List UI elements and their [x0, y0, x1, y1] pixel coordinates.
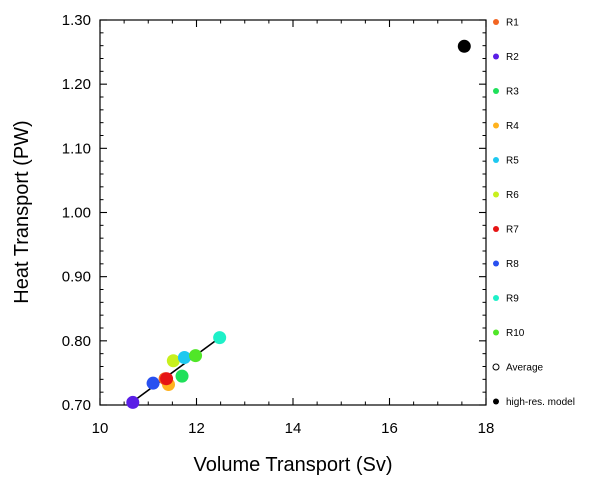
x-axis-title: Volume Transport (Sv)	[194, 454, 393, 476]
plot-area-frame	[99, 19, 487, 406]
legend-marker-r6	[493, 191, 499, 198]
y-axis-title: Heat Transport (PW)	[11, 120, 33, 303]
point-r9	[213, 331, 227, 345]
legend-label-r5: R5	[506, 156, 519, 167]
legend-label-r9: R9	[506, 294, 519, 305]
x-tick-label: 10	[92, 420, 109, 437]
fit-line-group	[129, 336, 222, 405]
legend-label-r10: R10	[506, 328, 525, 339]
y-tick-label: 0.70	[62, 397, 91, 414]
point-r6	[166, 354, 180, 368]
legend-marker-r9	[493, 295, 499, 301]
y-tick-label: 1.20	[62, 76, 91, 93]
data-points	[126, 39, 471, 409]
point-high-res-model	[457, 39, 471, 53]
legend-marker-r1	[493, 19, 499, 25]
legend-marker-r3	[493, 88, 499, 94]
legend-label-r4: R4	[506, 121, 519, 132]
regression-line	[129, 336, 222, 405]
point-r8	[146, 376, 160, 390]
legend-marker-r4	[493, 122, 499, 129]
y-tick-label: 0.90	[62, 269, 91, 286]
axis-ticks	[99, 19, 487, 406]
legend-marker-r2	[493, 53, 499, 60]
legend-marker-average	[492, 363, 500, 371]
legend-label-r2: R2	[506, 52, 519, 63]
y-tick-label: 0.80	[62, 333, 91, 350]
point-r5	[177, 351, 191, 365]
legend-label-r3: R3	[506, 87, 519, 98]
legend-marker-r5	[493, 157, 499, 163]
legend-label-high-res-model: high-res. model	[506, 397, 575, 408]
x-tick-label: 14	[285, 420, 302, 437]
legend-marker-r7	[493, 226, 499, 232]
point-r7	[160, 372, 174, 386]
y-tick-label: 1.30	[62, 12, 91, 29]
x-tick-label: 16	[381, 420, 398, 437]
legend: R1 R2 R3 R4 R5 R6 R7 R8 R9 R10 Average high-res. mo…	[492, 18, 575, 408]
point-r3	[175, 369, 189, 383]
point-r2	[126, 395, 140, 409]
x-tick-label: 12	[188, 420, 205, 437]
legend-marker-r10	[493, 329, 499, 336]
y-tick-label: 1.00	[62, 205, 91, 222]
legend-marker-high-res-model	[493, 398, 499, 405]
x-tick-label: 18	[478, 420, 495, 437]
point-r10	[189, 349, 203, 363]
legend-label-r6: R6	[506, 190, 519, 201]
y-tick-label: 1.10	[62, 140, 91, 157]
legend-label-r1: R1	[506, 18, 519, 29]
legend-label-r8: R8	[506, 259, 519, 270]
tick-labels: 10 12 14 16 18 0.70 0.80 0.90 1.00 1.10 1.20 1.30	[62, 12, 495, 437]
legend-label-average: Average	[506, 363, 544, 374]
legend-marker-r8	[493, 260, 499, 267]
legend-label-r7: R7	[506, 225, 519, 236]
